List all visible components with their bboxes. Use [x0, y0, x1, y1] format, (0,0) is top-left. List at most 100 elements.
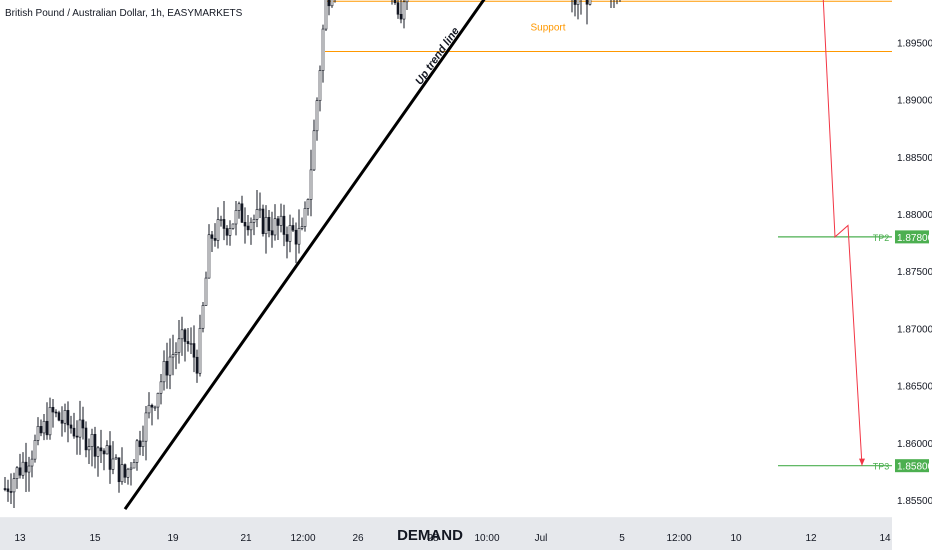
candle-body-80 — [243, 222, 247, 227]
candle-body-14 — [45, 420, 49, 436]
candle-body-104 — [315, 100, 319, 132]
candle-body-59 — [180, 329, 184, 340]
candle-body-41 — [126, 468, 130, 478]
candle-body-6 — [21, 461, 25, 476]
x-tick-7: 10:00 — [474, 533, 499, 544]
candle-body-37 — [114, 457, 118, 460]
candle-body-21 — [66, 410, 70, 426]
candle-body-79 — [240, 203, 244, 223]
candle-body-12 — [39, 426, 43, 434]
zones-layer: DEMANDSupportSUPPLYSLTP1TP2TP3 — [0, 0, 892, 550]
support-label: Support — [530, 22, 565, 33]
tp3-label: TP3 — [873, 462, 890, 472]
candle-body-78 — [237, 203, 241, 211]
candle-body-39 — [120, 464, 124, 483]
candle-body-70 — [213, 238, 217, 241]
x-tick-2: 19 — [167, 533, 179, 544]
candle-body-51 — [156, 392, 160, 408]
candle-body-50 — [153, 406, 157, 409]
tp2-badge-text: 1.87800 — [897, 233, 932, 244]
projection-path — [822, 0, 863, 466]
candle-body-58 — [177, 338, 181, 353]
x-tick-12: 12 — [805, 533, 817, 544]
candle-body-68 — [207, 234, 211, 279]
candle-body-190 — [573, 0, 577, 5]
projection-arrowhead — [859, 458, 865, 466]
candle-body-100 — [303, 208, 307, 227]
candle-body-10 — [33, 440, 37, 460]
candle-body-29 — [90, 433, 94, 447]
candle-body-71 — [216, 219, 220, 241]
candle-body-81 — [246, 225, 250, 231]
candle-body-45 — [138, 440, 142, 447]
candle-body-63 — [192, 343, 196, 358]
candle-body-74 — [225, 228, 229, 236]
candle-body-3 — [12, 478, 16, 493]
candle-body-130 — [393, 0, 397, 3]
candle-body-53 — [162, 360, 166, 383]
candle-body-82 — [249, 221, 253, 231]
tp3-badge — [895, 459, 929, 473]
candle-body-47 — [144, 412, 148, 442]
candle-body-109 — [330, 0, 334, 7]
x-tick-9: 5 — [619, 533, 625, 544]
candle-body-17 — [54, 411, 58, 414]
candle-body-91 — [276, 218, 280, 226]
y-tick-2: 1.86500 — [897, 382, 932, 393]
x-tick-0: 13 — [14, 533, 26, 544]
candle-body-106 — [321, 28, 325, 71]
candle-body-55 — [168, 356, 172, 376]
candle-body-61 — [186, 341, 190, 344]
chart-title: British Pound / Australian Dollar, 1h, E… — [5, 8, 243, 19]
candle-body-31 — [96, 447, 100, 457]
candle-body-60 — [183, 329, 187, 342]
y-tick-5: 1.88000 — [897, 210, 932, 221]
candle-body-30 — [93, 433, 97, 457]
x-tick-6: 28 — [427, 533, 439, 544]
candle-body-52 — [159, 381, 163, 394]
candle-body-107 — [324, 0, 328, 30]
candle-body-28 — [87, 446, 91, 451]
candle-body-195 — [588, 0, 592, 5]
candle-body-96 — [291, 225, 295, 231]
candle-body-92 — [279, 215, 283, 226]
candle-body-108 — [327, 0, 331, 7]
candle-body-87 — [264, 216, 268, 235]
price-axis[interactable]: 1.85500 1.86000 1.86500 1.87000 1.87500 1.880… — [895, 0, 932, 507]
candle-body-8 — [27, 465, 31, 473]
candle-body-93 — [282, 215, 286, 235]
candle-body-83 — [252, 219, 256, 223]
candle-body-25 — [78, 419, 82, 438]
candle-body-54 — [165, 360, 169, 376]
candle-body-66 — [201, 305, 205, 329]
candle-body-76 — [231, 223, 235, 229]
tp3-badge-text: 1.85800 — [897, 462, 932, 473]
candle-body-102 — [309, 169, 313, 200]
candle-body-57 — [174, 352, 178, 356]
candle-body-19 — [60, 419, 64, 424]
candle-body-56 — [171, 354, 175, 358]
candle-body-77 — [234, 210, 238, 225]
candle-body-27 — [84, 427, 88, 451]
candle-body-62 — [189, 343, 193, 345]
x-tick-5: 26 — [352, 533, 364, 544]
candle-body-90 — [273, 218, 277, 236]
candle-body-49 — [150, 404, 154, 408]
candle-body-191 — [576, 0, 580, 5]
candle-body-75 — [228, 228, 232, 236]
time-axis[interactable]: 13 15 19 21 12:00 26 28 10:00 Jul 5 12:00 10 12 14 — [14, 533, 891, 544]
demand-label: DEMAND — [397, 527, 463, 544]
candle-body-48 — [147, 404, 151, 414]
candle-body-84 — [255, 209, 259, 220]
y-tick-6: 1.88500 — [897, 153, 932, 164]
candle-body-73 — [222, 219, 226, 229]
candle-body-13 — [42, 420, 46, 434]
candle-body-22 — [69, 424, 73, 429]
demand-zone — [0, 517, 892, 550]
candle-body-88 — [267, 216, 271, 231]
x-tick-1: 15 — [89, 533, 101, 544]
candle-body-11 — [36, 426, 40, 441]
x-tick-10: 12:00 — [666, 533, 691, 544]
